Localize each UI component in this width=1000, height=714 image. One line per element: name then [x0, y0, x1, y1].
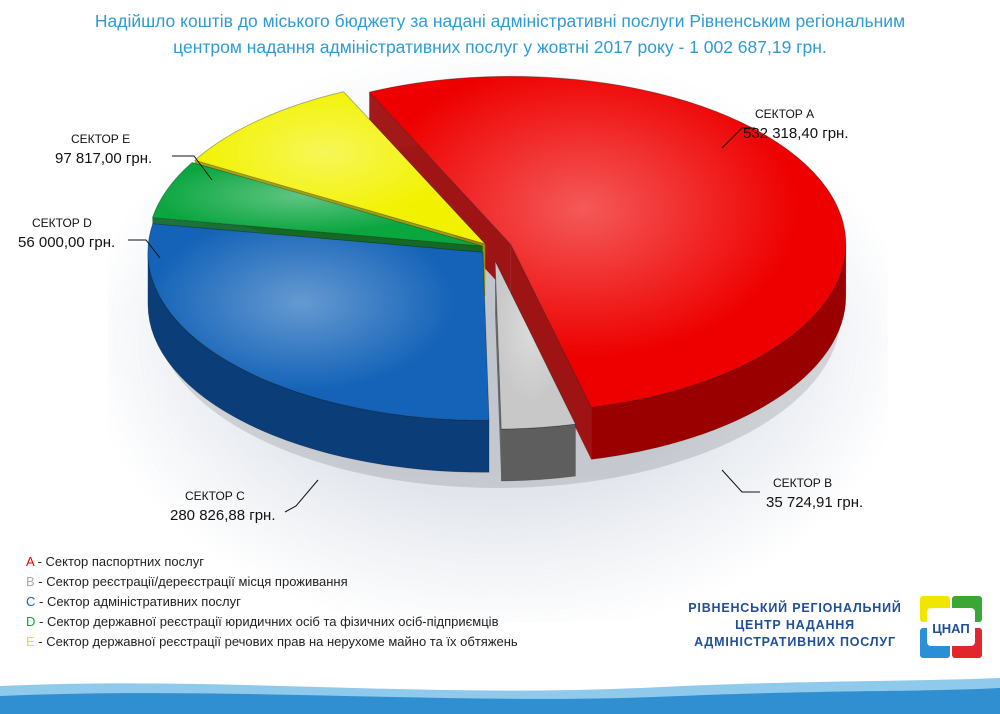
legend: A - Сектор паспортних послуг B - Сектор …	[26, 552, 518, 652]
label-value-b: 35 724,91 грн.	[766, 494, 864, 511]
label-name-a: СЕКТОР А	[755, 107, 815, 121]
leader-lines	[128, 127, 760, 513]
leader-line-d	[128, 239, 161, 259]
leader-line-b	[721, 469, 760, 493]
title-line-2: центром надання адміністративних послуг …	[173, 37, 827, 57]
legend-item-d: D - Сектор державної реєстрації юридични…	[26, 612, 518, 632]
label-name-c: СЕКТОР С	[185, 489, 245, 503]
legend-item-c: C - Сектор адміністративних послуг	[26, 592, 518, 612]
leader-line-a	[721, 127, 755, 149]
label-value-d: 56 000,00 грн.	[18, 234, 116, 251]
slice-side-b	[500, 423, 576, 482]
legend-letter-e: E	[26, 634, 35, 649]
leader-line-e	[172, 155, 213, 181]
title-line-1: Надійшло коштів до міського бюджету за н…	[94, 11, 906, 31]
org-line-3: АДМІНІСТРАТИВНИХ ПОСЛУГ	[694, 635, 896, 649]
leader-line-c	[284, 479, 319, 513]
logo-center-plate	[927, 608, 975, 646]
legend-letter-a: A	[26, 554, 34, 569]
label-value-a: 532 318,40 грн.	[743, 125, 849, 142]
label-name-b: СЕКТОР В	[773, 476, 833, 490]
organization-name: РІВНЕНСЬКИЙ РЕГІОНАЛЬНИЙ ЦЕНТР НАДАННЯ А…	[680, 600, 910, 651]
label-value-c: 280 826,88 грн.	[170, 507, 276, 524]
label-name-e: СЕКТОР Е	[71, 132, 131, 146]
legend-text-b: - Сектор реєстрації/дереєстрації місця п…	[34, 574, 348, 589]
legend-text-d: - Сектор державної реєстрації юридичних …	[35, 614, 499, 629]
legend-letter-b: B	[26, 574, 35, 589]
footer-wave	[0, 678, 1000, 714]
org-line-2: ЦЕНТР НАДАННЯ	[735, 618, 855, 632]
chart-title: Надійшло коштів до міського бюджету за н…	[40, 8, 960, 60]
legend-item-b: B - Сектор реєстрації/дереєстрації місця…	[26, 572, 518, 592]
cnap-logo: ЦНАП	[920, 596, 982, 658]
legend-letter-c: C	[26, 594, 36, 609]
org-line-1: РІВНЕНСЬКИЙ РЕГІОНАЛЬНИЙ	[688, 601, 902, 615]
logo-text: ЦНАП	[932, 621, 969, 636]
label-value-e: 97 817,00 грн.	[55, 150, 153, 167]
legend-item-a: A - Сектор паспортних послуг	[26, 552, 518, 572]
legend-text-c: - Сектор адміністративних послуг	[35, 594, 241, 609]
legend-text-e: - Сектор державної реєстрації речових пр…	[34, 634, 518, 649]
legend-letter-d: D	[26, 614, 36, 629]
label-name-d: СЕКТОР D	[32, 216, 92, 230]
legend-text-a: - Сектор паспортних послуг	[33, 554, 204, 569]
legend-item-e: E - Сектор державної реєстрації речових …	[26, 632, 518, 652]
wave-dark	[0, 688, 1000, 714]
